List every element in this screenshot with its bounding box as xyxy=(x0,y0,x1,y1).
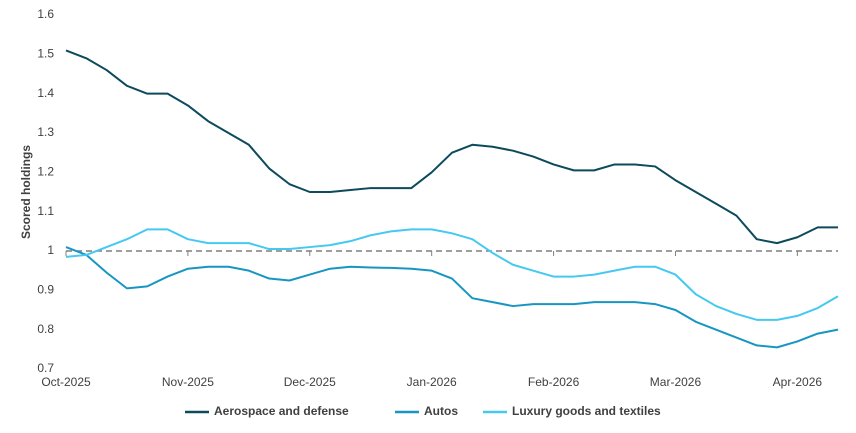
y-tick-label: 0.7 xyxy=(37,361,54,375)
legend-label: Aerospace and defense xyxy=(214,404,349,418)
x-tick-label: Apr-2026 xyxy=(773,375,823,389)
series-line xyxy=(65,246,839,349)
x-tick-label: Nov-2025 xyxy=(162,375,214,389)
y-axis-label: Scored holdings xyxy=(19,145,33,239)
y-tick-label: 1.3 xyxy=(37,125,54,139)
legend-label: Luxury goods and textiles xyxy=(512,404,661,418)
legend-label: Autos xyxy=(424,404,458,418)
y-tick-label: 0.9 xyxy=(37,283,54,297)
series-line xyxy=(65,49,838,245)
y-tick-label: 1.1 xyxy=(37,204,54,218)
x-tick-label: Dec-2025 xyxy=(284,375,336,389)
x-tick-label: Oct-2025 xyxy=(41,375,91,389)
y-tick-label: 1 xyxy=(47,243,54,257)
y-tick-label: 1.5 xyxy=(37,47,54,61)
y-tick-label: 1.4 xyxy=(37,86,54,100)
series-line xyxy=(65,228,839,321)
y-tick-label: 0.8 xyxy=(37,322,54,336)
x-tick-label: Jan-2026 xyxy=(407,375,457,389)
x-tick-label: Feb-2026 xyxy=(528,375,580,389)
y-tick-label: 1.2 xyxy=(37,165,54,179)
x-tick-label: Mar-2026 xyxy=(650,375,702,389)
y-tick-label: 1.6 xyxy=(37,7,54,21)
